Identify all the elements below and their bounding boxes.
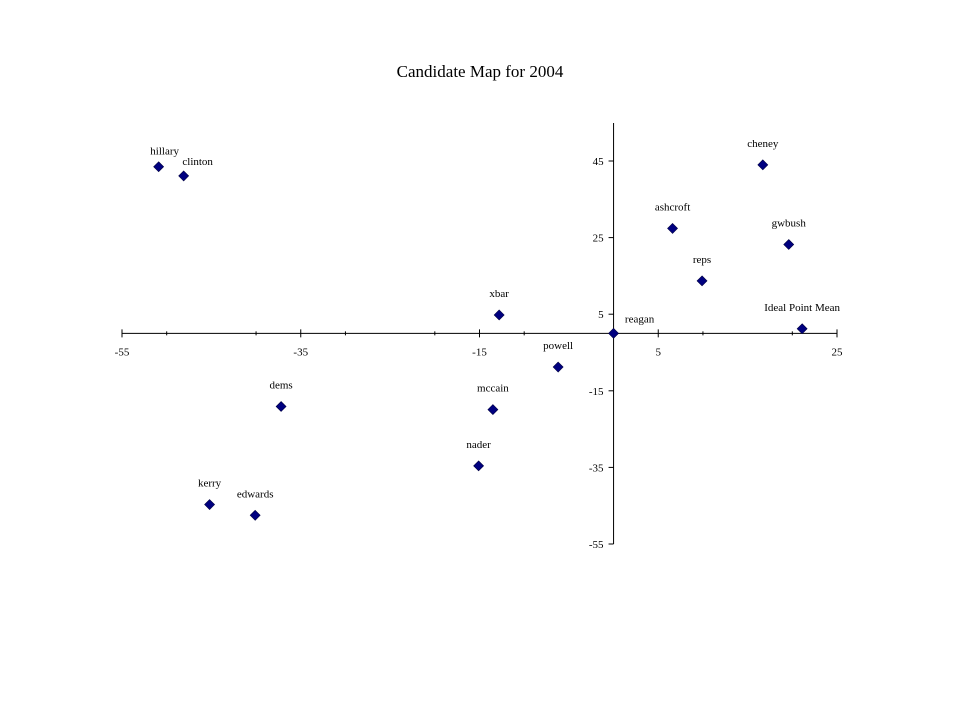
point-label: hillary [150,146,179,158]
point-label: dems [269,380,292,392]
x-tick-label: -35 [293,346,308,358]
point-label: kerry [198,478,222,490]
point-label: Ideal Point Mean [764,302,840,314]
data-point-ashcroft [667,222,678,234]
data-point-kerry [204,499,216,510]
x-tick-label: -55 [115,346,130,358]
data-point-dems [275,401,287,412]
point-label: edwards [237,488,274,500]
data-point-gwbush [783,239,795,250]
data-point-edwards [249,509,261,521]
point-label: ashcroft [655,201,690,213]
point-label: nader [466,439,491,451]
point-label: reagan [625,313,655,325]
y-tick-label: -35 [589,462,604,474]
data-point-clinton [178,170,190,182]
data-point-powell [552,361,564,373]
x-tick-label: 25 [832,346,844,358]
point-label: cheney [747,138,779,150]
y-tick-label: -15 [589,386,604,398]
point-label: xbar [489,288,509,300]
y-tick-label: 5 [598,309,604,321]
data-point-hillary [153,161,165,173]
y-tick-label: 45 [593,156,605,168]
data-point-cheney [757,159,769,171]
data-point-ideal-point-mean [796,323,808,335]
data-point-nader [473,460,485,472]
data-point-reps [696,275,708,287]
data-point-reagan [608,327,619,339]
axes: -55 -35 -15 5 25 45 25 5 -15 -35 -55 [115,123,843,551]
point-label: gwbush [772,217,807,229]
data-point-xbar [493,309,505,321]
point-label: mccain [477,383,509,395]
point-label: clinton [182,156,213,168]
y-tick-label: -55 [589,539,604,551]
point-label: powell [543,340,573,352]
chart-title: Candidate Map for 2004 [397,62,564,81]
x-tick-label: 5 [656,346,662,358]
x-tick-label: -15 [472,346,487,358]
data-point-mccain [487,404,499,415]
point-label: reps [693,254,711,266]
y-tick-label: 25 [593,233,605,245]
